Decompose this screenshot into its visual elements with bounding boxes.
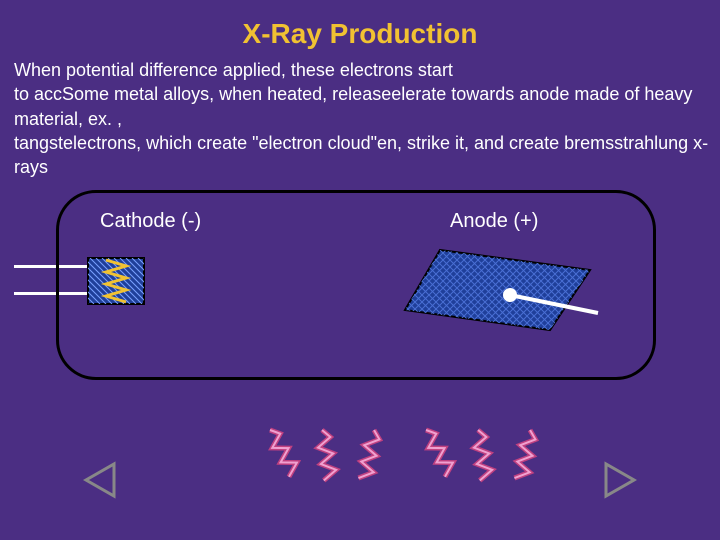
nav-next-button[interactable] xyxy=(600,460,640,500)
body-text: When potential difference applied, these… xyxy=(14,58,720,179)
slide-root: X-Ray Production When potential differen… xyxy=(0,0,720,540)
body-line-1: When potential difference applied, these… xyxy=(14,58,720,82)
body-line-2: to accSome metal alloys, when heated, re… xyxy=(14,82,720,131)
cathode-label: Cathode (-) xyxy=(100,210,201,233)
xray-waves xyxy=(250,410,550,520)
cathode-filament xyxy=(84,254,148,308)
body-line-3: tangstelectrons, which create "electron … xyxy=(14,131,720,180)
nav-prev-button[interactable] xyxy=(80,460,120,500)
slide-title: X-Ray Production xyxy=(0,0,720,50)
anode-target xyxy=(400,240,600,350)
anode-label: Anode (+) xyxy=(450,210,538,233)
